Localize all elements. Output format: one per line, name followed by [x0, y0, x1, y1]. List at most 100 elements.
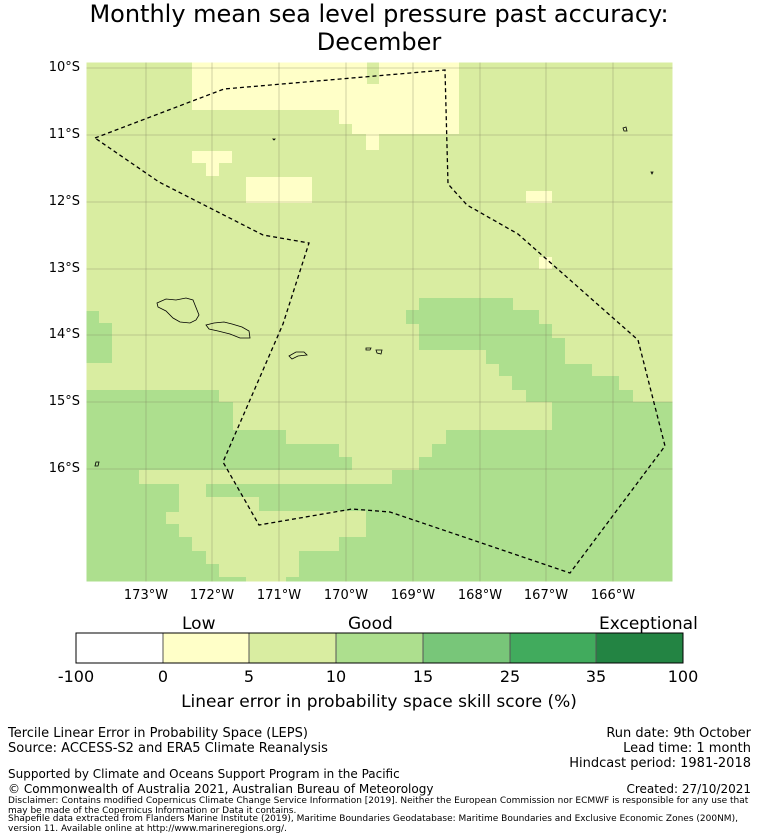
low-region	[379, 62, 459, 84]
islet-small	[272, 138, 276, 141]
mid-region	[526, 390, 633, 402]
colorbar-segment	[596, 633, 683, 663]
islands	[94, 126, 654, 467]
mid-region	[419, 324, 552, 338]
mid-region	[512, 376, 619, 390]
chart-title: Monthly mean sea level pressure past acc…	[0, 0, 758, 56]
lat-label: 14°S	[48, 327, 80, 342]
low-region	[352, 124, 459, 134]
mid-region	[392, 470, 673, 582]
low-region	[246, 177, 312, 203]
source-text: Source: ACCESS-S2 and ERA5 Climate Reana…	[8, 741, 328, 756]
colorbar-segment	[423, 633, 510, 663]
mid-region	[86, 470, 139, 582]
mid-region	[419, 457, 673, 470]
tutuila-island	[288, 351, 308, 360]
colorbar-tick: -100	[57, 667, 95, 686]
mid-region	[86, 430, 286, 444]
mid-region	[86, 444, 339, 457]
tau-island	[375, 349, 383, 355]
mid-region	[219, 577, 246, 582]
title-line-1: Monthly mean sea level pressure past acc…	[89, 0, 669, 28]
low-region	[339, 84, 459, 124]
colorbar-tick: 10	[325, 667, 347, 686]
colorbar-segment	[76, 633, 163, 663]
lon-label: 172°W	[189, 588, 235, 603]
lead-time-text: Lead time: 1 month	[623, 741, 751, 756]
lon-label: 170°W	[323, 588, 369, 603]
savaii-island	[156, 297, 200, 324]
support-text: Supported by Climate and Oceans Support …	[8, 767, 400, 781]
mid-region	[286, 577, 299, 582]
lon-label: 167°W	[523, 588, 569, 603]
mid-region	[139, 484, 179, 512]
colorbar-tick: 25	[499, 667, 521, 686]
islet-west	[94, 461, 100, 467]
colorbar-tick: 35	[585, 667, 607, 686]
lon-label: 166°W	[590, 588, 636, 603]
low-region	[192, 62, 367, 110]
colorbar-tick: 15	[412, 667, 434, 686]
category-exceptional-label: Exceptional	[599, 614, 698, 634]
mid-region	[432, 444, 673, 457]
low-skill-regions	[192, 62, 552, 269]
mid-region	[86, 457, 352, 470]
mid-region	[206, 564, 219, 582]
islet-east	[650, 171, 654, 175]
eez-boundary	[93, 69, 666, 574]
created-text: Created: 27/10/2021	[626, 782, 751, 796]
lat-label: 15°S	[48, 394, 80, 409]
mid-region	[86, 390, 219, 402]
colorbar-tick: 100	[667, 667, 699, 686]
upolu-island	[205, 321, 251, 339]
colorbar-tick: 5	[243, 667, 255, 686]
mid-region	[259, 497, 392, 511]
low-region	[539, 257, 552, 269]
colorbar-segment	[163, 633, 249, 663]
lon-label: 169°W	[390, 588, 436, 603]
mid-region	[406, 310, 539, 324]
low-region	[526, 191, 552, 203]
mid-region	[499, 364, 592, 376]
colorbar-segment	[249, 633, 336, 663]
map-frame	[85, 61, 674, 583]
mid-region	[139, 511, 166, 582]
mid-region	[419, 298, 513, 310]
low-region	[192, 151, 232, 163]
colorbar-segment	[510, 633, 596, 663]
mid-region	[339, 537, 392, 551]
lon-label: 168°W	[457, 588, 503, 603]
category-low-label: Low	[182, 614, 216, 634]
graticule	[86, 62, 673, 582]
colorbar	[75, 632, 684, 664]
low-region	[206, 163, 219, 176]
low-region	[366, 134, 379, 150]
lon-label: 171°W	[256, 588, 302, 603]
lat-label: 11°S	[48, 127, 80, 142]
category-good-label: Good	[348, 614, 393, 634]
hindcast-text: Hindcast period: 1981-2018	[569, 756, 751, 771]
mid-region	[552, 402, 673, 430]
islet-north	[622, 126, 628, 132]
mid-region	[192, 551, 206, 582]
disclaimer-text: Disclaimer: Contains modified Copernicus…	[8, 796, 749, 816]
lon-label: 173°W	[123, 588, 169, 603]
mid-region	[446, 430, 673, 444]
colorbar-label: Linear error in probability space skill …	[181, 692, 577, 712]
run-date-text: Run date: 9th October	[606, 726, 751, 741]
mid-region	[86, 323, 112, 363]
method-text: Tercile Linear Error in Probability Spac…	[8, 726, 308, 741]
medium-skill-regions	[86, 298, 673, 582]
colorbar-frame	[75, 632, 684, 664]
mid-region	[486, 350, 565, 364]
mid-region	[366, 511, 392, 537]
mid-region	[179, 537, 192, 582]
lat-label: 12°S	[48, 194, 80, 209]
mid-region	[86, 311, 99, 323]
mid-region	[419, 338, 565, 350]
copyright-text: © Commonwealth of Australia 2021, Austra…	[8, 782, 434, 796]
ofu-island	[365, 347, 372, 351]
colorbar-segment	[336, 633, 423, 663]
mid-region	[86, 402, 233, 430]
